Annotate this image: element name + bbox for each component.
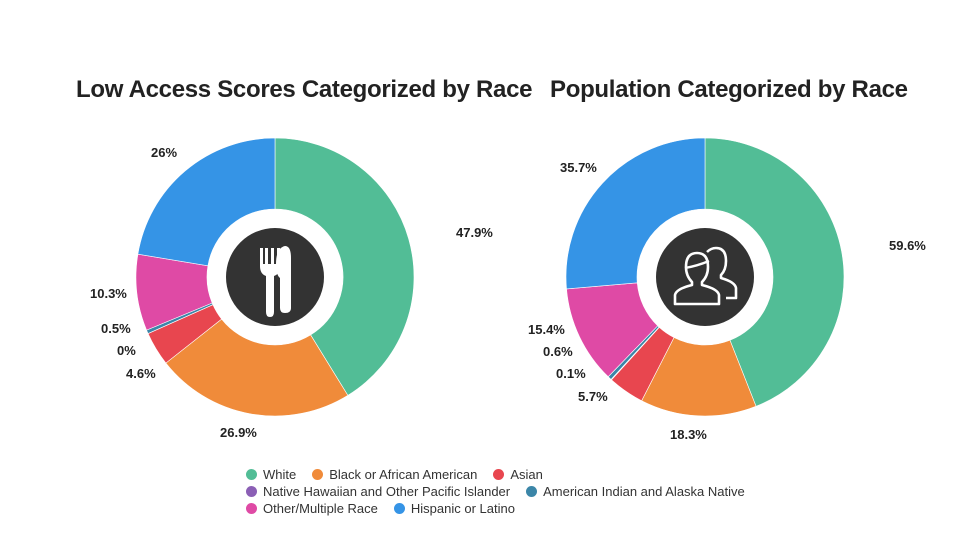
legend-item: White: [246, 467, 296, 482]
fork-knife-icon: [260, 246, 291, 317]
slice-value-label: 15.4%: [528, 322, 565, 337]
slice-value-label: 0.5%: [101, 321, 131, 336]
legend-item: Native Hawaiian and Other Pacific Island…: [246, 484, 510, 499]
slice-value-label: 4.6%: [126, 366, 156, 381]
legend-swatch: [526, 486, 538, 497]
slice-value-label: 35.7%: [560, 160, 597, 175]
chart-title-low-access: Low Access Scores Categorized by Race: [76, 76, 533, 103]
legend-label: Other/Multiple Race: [263, 501, 378, 516]
slice-value-label: 26.9%: [220, 425, 257, 440]
slice-value-label: 0.1%: [556, 366, 586, 381]
legend-label: White: [263, 467, 297, 482]
center-badge: [226, 228, 324, 326]
legend-label: Native Hawaiian and Other Pacific Island…: [263, 484, 511, 499]
donut-slice-hispanic: [137, 137, 276, 267]
donut-slice-hispanic: [565, 137, 706, 290]
legend-swatch: [246, 486, 257, 497]
legend-label: Asian: [510, 467, 543, 482]
slice-value-label: 47.9%: [456, 225, 493, 240]
legend-swatch: [246, 503, 257, 514]
slice-value-label: 0.6%: [543, 344, 573, 359]
chart-legend: White Black or African American Asian Nativ…: [246, 466, 745, 517]
legend-swatch: [393, 503, 405, 514]
slice-value-label: 18.3%: [670, 427, 707, 442]
legend-item: American Indian and Alaska Native: [526, 484, 745, 499]
slice-value-label: 59.6%: [889, 238, 926, 253]
legend-item: Black or African American: [312, 467, 477, 482]
legend-swatch: [493, 469, 505, 480]
people-icon: [673, 246, 738, 306]
donut-slice-black: [165, 318, 349, 417]
legend-label: American Indian and Alaska Native: [543, 484, 745, 499]
legend-item: Asian: [493, 467, 543, 482]
slice-value-label: 10.3%: [90, 286, 127, 301]
legend-row: Other/Multiple Race Hispanic or Latino: [246, 500, 745, 517]
donut-slice-white: [704, 137, 845, 407]
legend-swatch: [246, 469, 257, 480]
slice-value-label: 5.7%: [578, 389, 608, 404]
legend-item: Hispanic or Latino: [393, 501, 515, 516]
legend-row: Native Hawaiian and Other Pacific Island…: [246, 483, 745, 500]
chart-title-population: Population Categorized by Race: [550, 76, 908, 103]
donut-slice-white: [274, 137, 415, 396]
legend-row: White Black or African American Asian: [246, 466, 745, 483]
legend-swatch: [312, 469, 324, 480]
legend-label: Hispanic or Latino: [410, 501, 515, 516]
slice-value-label: 26%: [151, 145, 177, 160]
legend-label: Black or African American: [329, 467, 478, 482]
slice-value-label: 0%: [117, 343, 136, 358]
legend-item: Other/Multiple Race: [246, 501, 378, 516]
